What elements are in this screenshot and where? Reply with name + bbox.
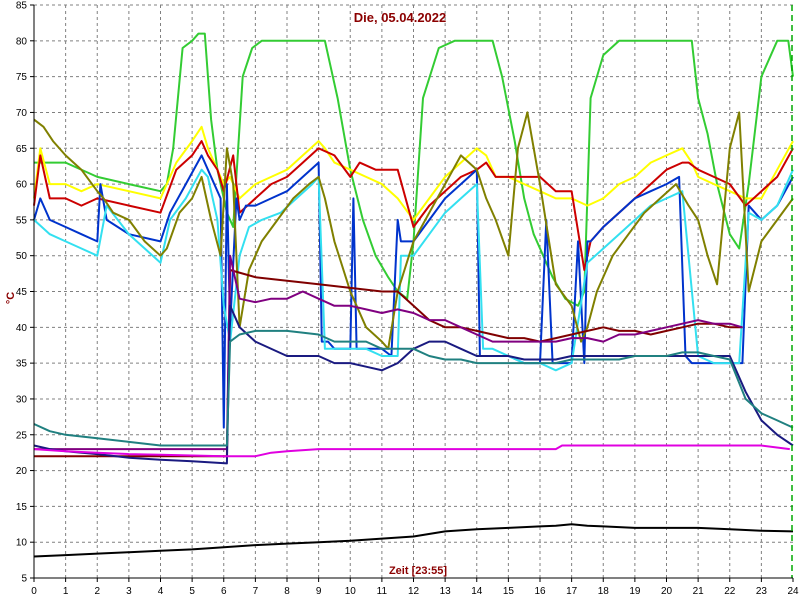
- y-tick-label: 35: [16, 359, 28, 370]
- x-tick-label: 22: [724, 586, 736, 597]
- x-axis-label: Zeit [23:55]: [389, 565, 447, 577]
- series-line-3: [33, 140, 794, 271]
- y-tick-label: 50: [16, 251, 28, 262]
- y-tick-label: 20: [16, 466, 28, 477]
- series-line-4: [33, 154, 794, 429]
- x-tick-label: 7: [253, 586, 259, 597]
- x-tick-label: 1: [63, 586, 69, 597]
- x-tick-label: 16: [534, 586, 546, 597]
- y-tick-label: 5: [21, 574, 27, 585]
- y-tick-label: 60: [16, 180, 28, 191]
- x-tick-label: 15: [503, 586, 515, 597]
- x-tick-label: 14: [471, 586, 483, 597]
- y-tick-label: 85: [16, 1, 28, 12]
- x-tick-label: 18: [598, 586, 610, 597]
- series-line-11: [33, 444, 790, 458]
- y-tick-label: 10: [16, 538, 28, 549]
- y-tick-label: 55: [16, 215, 28, 226]
- series-line-10: [33, 329, 794, 447]
- y-tick-label: 80: [16, 36, 28, 47]
- x-tick-label: 23: [756, 586, 768, 597]
- y-tick-label: 15: [16, 502, 28, 513]
- y-tick-label: 25: [16, 430, 28, 441]
- x-tick-label: 17: [566, 586, 578, 597]
- x-tick-label: 5: [189, 586, 195, 597]
- series-line-9: [33, 304, 794, 465]
- x-tick-label: 9: [316, 586, 322, 597]
- x-tick-label: 20: [661, 586, 673, 597]
- y-axis-label: °C: [5, 292, 17, 304]
- tick-labels: 0 1 2 3 4 5 6 7 8 9 10 11 12 13 14 15 16 17 18 19 20 21 22 23 24…: [16, 1, 799, 598]
- series-line-8: [34, 254, 743, 451]
- series-line-7: [34, 269, 743, 458]
- x-tick-label: 19: [629, 586, 641, 597]
- y-tick-label: 70: [16, 108, 28, 119]
- x-tick-label: 2: [94, 586, 100, 597]
- x-tick-label: 21: [693, 586, 705, 597]
- series-line-6: [33, 111, 794, 350]
- x-tick-label: 3: [126, 586, 132, 597]
- y-tick-label: 65: [16, 144, 28, 155]
- x-tick-label: 11: [377, 586, 388, 597]
- x-tick-label: 24: [787, 586, 799, 597]
- x-tick-label: 4: [158, 586, 164, 597]
- chart-title: Die, 05.04.2022: [354, 10, 447, 25]
- series-group: [33, 32, 794, 558]
- axes: [30, 4, 794, 582]
- series-line-1: [34, 32, 794, 307]
- x-tick-label: 0: [31, 586, 37, 597]
- series-line-12: [33, 523, 794, 558]
- y-tick-label: 40: [16, 323, 28, 334]
- series-line-2: [33, 125, 794, 221]
- x-tick-label: 6: [221, 586, 227, 597]
- x-tick-label: 12: [408, 586, 420, 597]
- y-tick-label: 75: [16, 72, 28, 83]
- series-line-5: [33, 168, 794, 372]
- y-tick-label: 45: [16, 287, 28, 298]
- x-tick-label: 13: [440, 586, 452, 597]
- x-tick-label: 8: [284, 586, 290, 597]
- y-tick-label: 30: [16, 394, 28, 405]
- x-tick-label: 10: [345, 586, 357, 597]
